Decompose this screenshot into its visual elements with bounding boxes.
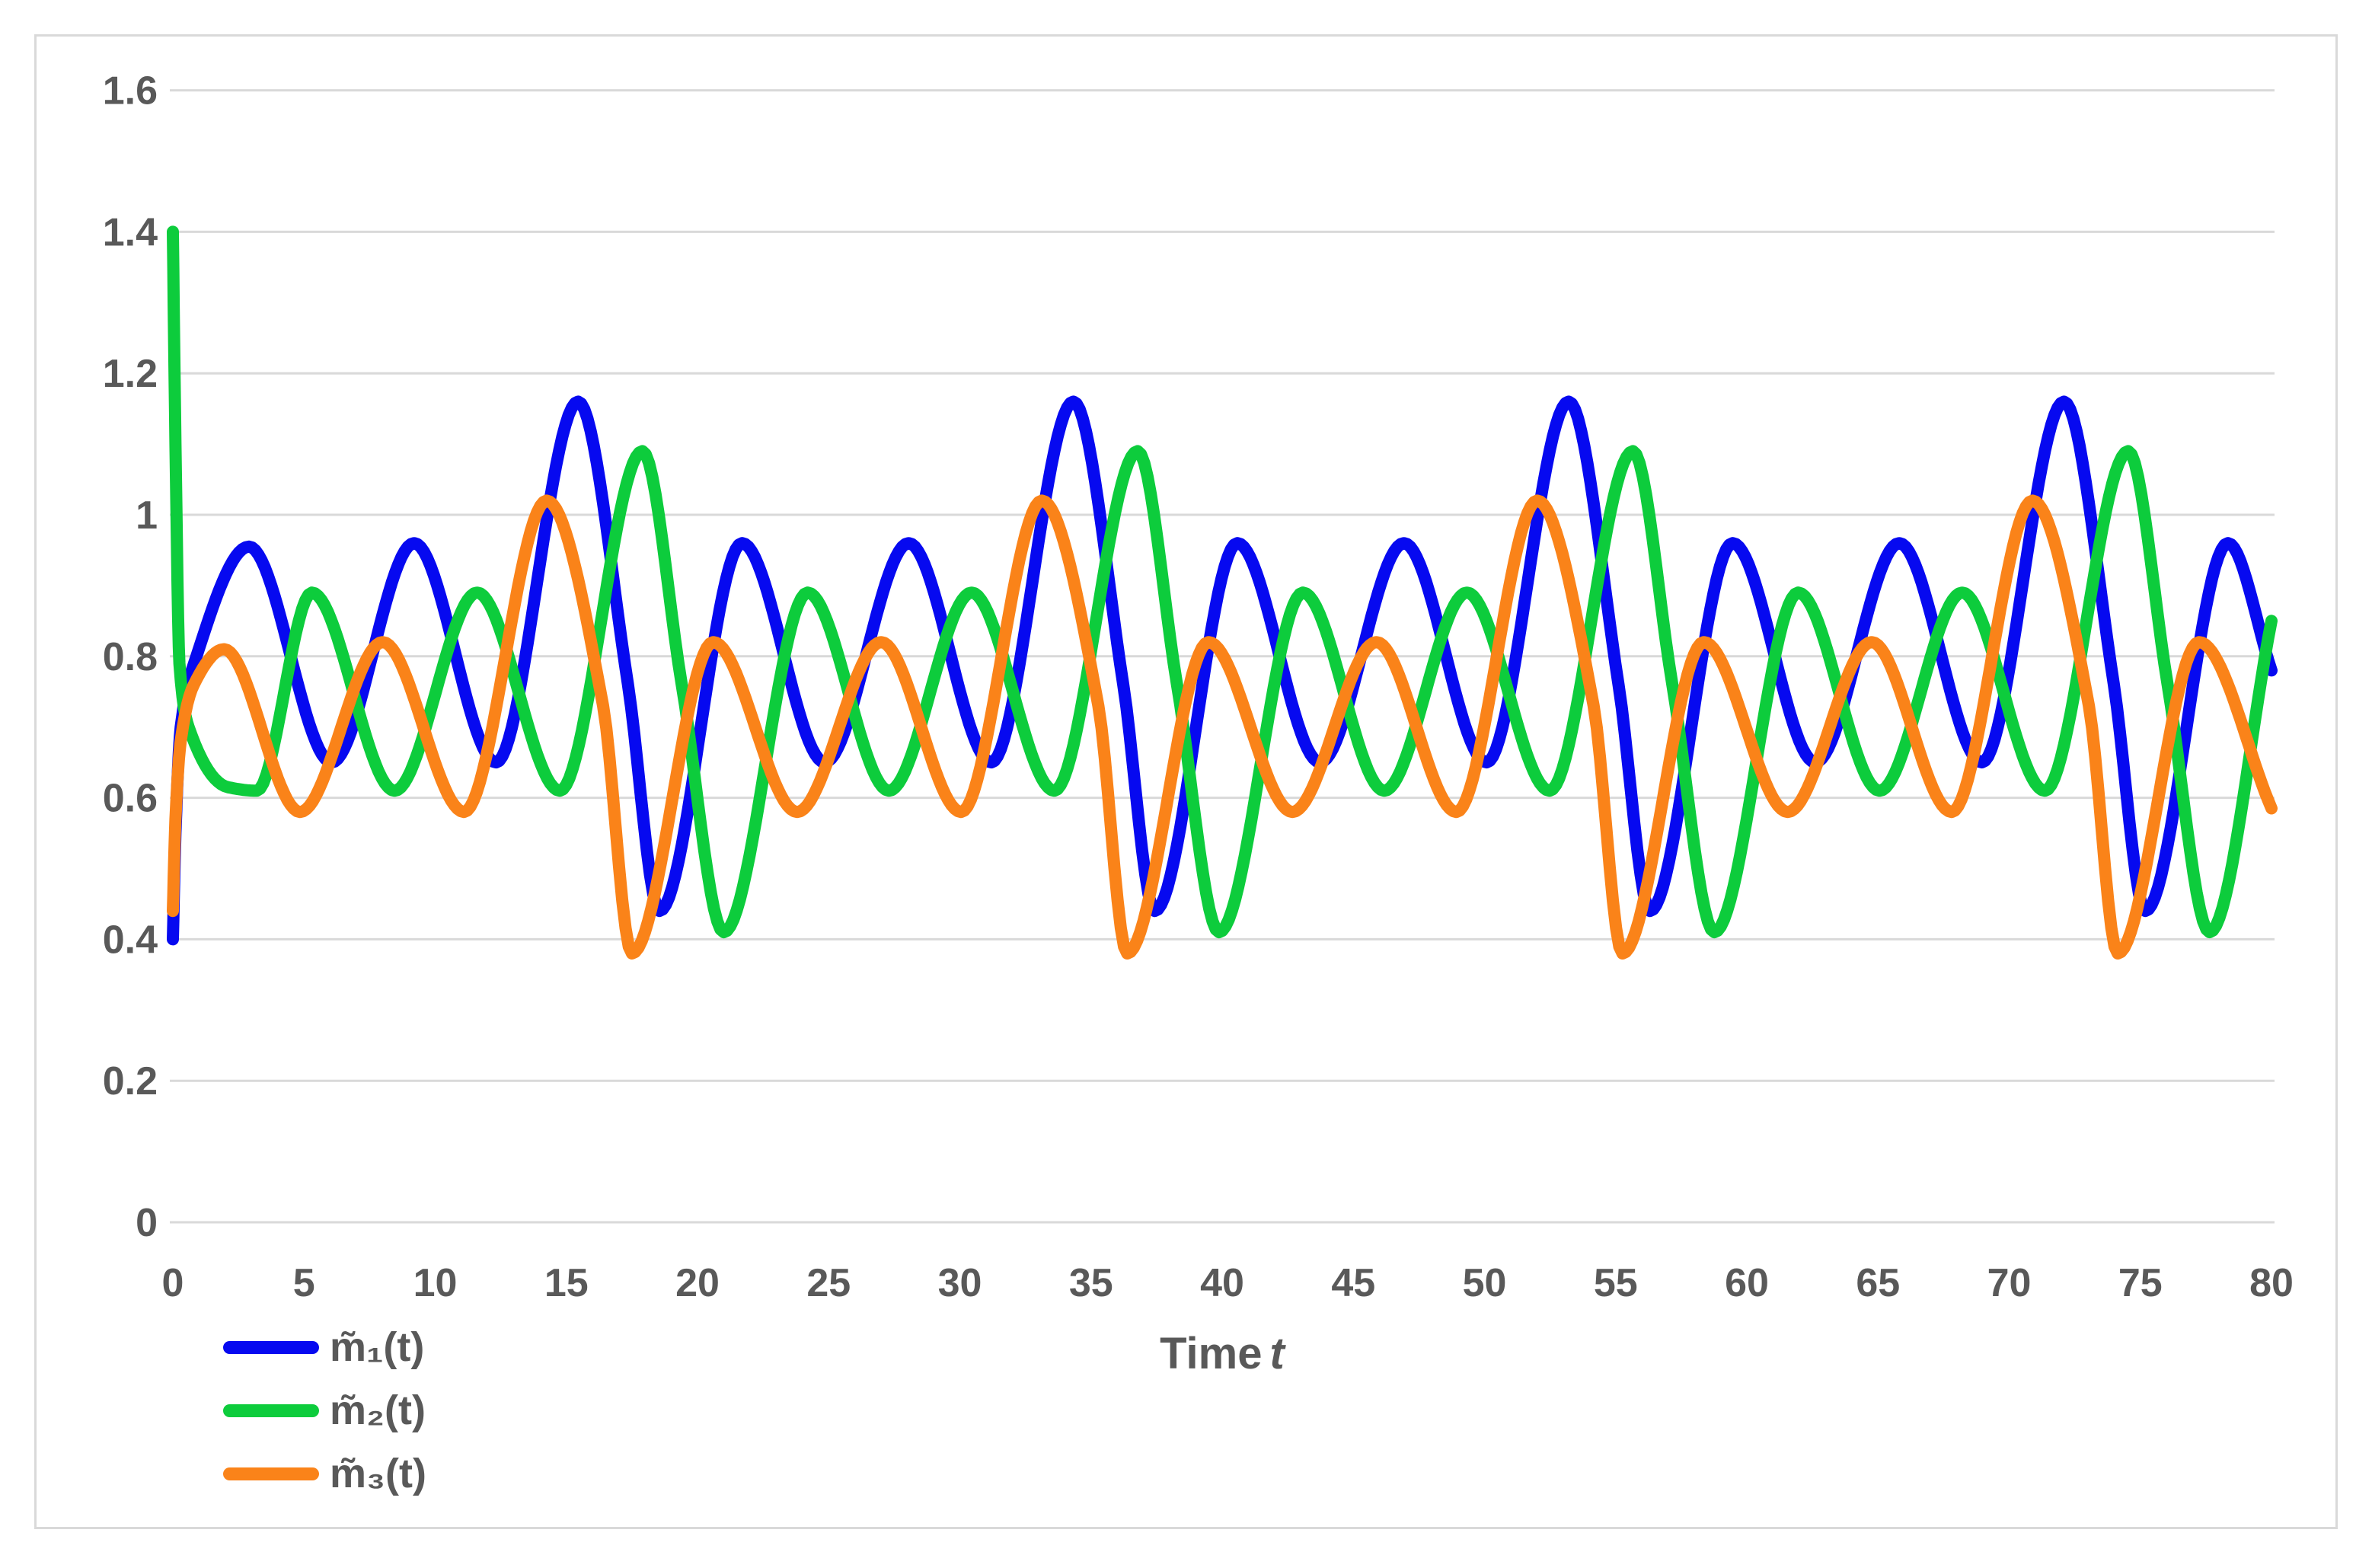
x-axis-title-text: Time <box>1160 1329 1263 1378</box>
x-tick-label: 65 <box>1856 1261 1900 1305</box>
legend-label-m3: m̃₃(t) <box>330 1451 426 1496</box>
legend-label-m1: m̃₁(t) <box>330 1324 425 1370</box>
x-tick-label: 0 <box>162 1261 184 1305</box>
x-axis-title-variable: t <box>1269 1329 1285 1378</box>
x-tick-label: 60 <box>1725 1261 1769 1305</box>
legend: m̃₁(t) m̃₂(t) m̃₃(t) <box>223 1326 426 1495</box>
y-tick-label: 0 <box>136 1201 158 1245</box>
y-tick-label: 1.6 <box>103 69 158 113</box>
legend-swatch-m2 <box>223 1404 319 1417</box>
legend-item-m3: m̃₃(t) <box>223 1452 426 1495</box>
x-tick-label: 50 <box>1463 1261 1507 1305</box>
x-tick-label: 40 <box>1200 1261 1244 1305</box>
x-tick-label: 75 <box>2118 1261 2163 1305</box>
y-tick-label: 1.2 <box>103 352 158 396</box>
x-tick-label: 30 <box>938 1261 982 1305</box>
x-tick-label: 35 <box>1069 1261 1113 1305</box>
x-tick-label: 25 <box>806 1261 851 1305</box>
legend-swatch-m3 <box>223 1467 319 1480</box>
legend-swatch-m1 <box>223 1340 319 1354</box>
x-tick-label: 20 <box>675 1261 720 1305</box>
x-tick-label: 10 <box>413 1261 458 1305</box>
x-tick-label: 70 <box>1987 1261 2032 1305</box>
series-line-m3 <box>167 494 2278 960</box>
y-tick-label: 1 <box>136 493 158 538</box>
x-tick-label: 55 <box>1594 1261 1638 1305</box>
y-tick-label: 1.4 <box>103 210 158 254</box>
y-tick-label: 0.8 <box>103 635 158 679</box>
y-tick-label: 0.4 <box>103 918 158 962</box>
y-tick-label: 0.6 <box>103 777 158 821</box>
legend-item-m2: m̃₂(t) <box>223 1389 426 1432</box>
x-tick-label: 5 <box>293 1261 315 1305</box>
x-axis-title: Time t <box>1160 1328 1285 1379</box>
x-tick-label: 15 <box>544 1261 589 1305</box>
y-tick-label: 0.2 <box>103 1059 158 1103</box>
series-line-m1 <box>167 395 2278 946</box>
legend-item-m1: m̃₁(t) <box>223 1326 426 1368</box>
x-tick-label: 45 <box>1331 1261 1375 1305</box>
series-line-m2 <box>167 225 2278 939</box>
x-tick-label: 80 <box>2249 1261 2294 1305</box>
legend-label-m2: m̃₂(t) <box>330 1388 426 1433</box>
